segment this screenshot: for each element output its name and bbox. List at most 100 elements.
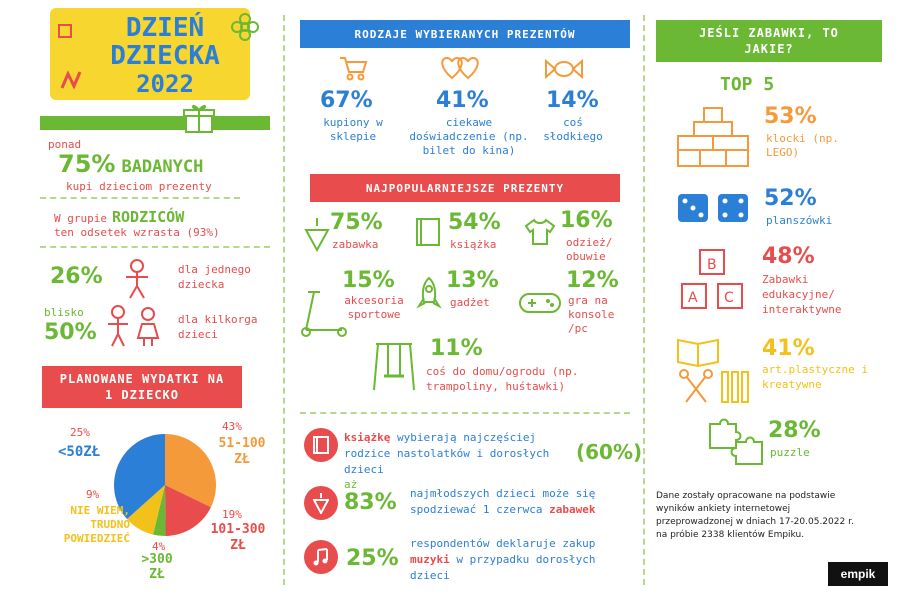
pie-label-s3-pct: 19% bbox=[222, 508, 242, 521]
fact2-highlight: zabawek bbox=[549, 503, 596, 516]
pie-label-s4: >300 ZŁ bbox=[141, 552, 173, 582]
fact3-text: respondentów deklaruje zakup muzyki w pr… bbox=[410, 536, 620, 584]
dash-2 bbox=[40, 246, 270, 248]
stat2-line: W grupie RODZICÓW bbox=[54, 208, 184, 226]
gift6-value: 12% bbox=[566, 268, 619, 293]
pie-slice-unknown bbox=[127, 485, 165, 535]
swing-icon bbox=[372, 340, 416, 392]
toys-banner: JEŚLI ZABAWKI, TO JAKIE? bbox=[656, 20, 882, 62]
title-line-1: DZIEŃ bbox=[125, 13, 205, 43]
gift3-desc: odzież/ obuwie bbox=[566, 236, 613, 263]
stat2-prefix: W grupie bbox=[54, 212, 107, 225]
toy1-desc: klocki (np. LEGO) bbox=[766, 132, 839, 159]
zigzag-decoration bbox=[60, 68, 84, 92]
popular-gifts-banner: NAJPOPULARNIEJSZE PREZENTY bbox=[310, 174, 620, 202]
cart-icon bbox=[338, 54, 368, 82]
title-background bbox=[50, 8, 250, 100]
toy2-desc: planszówki bbox=[766, 214, 833, 227]
dash-3 bbox=[300, 412, 630, 414]
divider-1 bbox=[283, 15, 285, 585]
toy4-value: 41% bbox=[762, 336, 815, 361]
gift6-desc: gra na konsole /pc bbox=[568, 294, 615, 335]
gift2-value: 54% bbox=[448, 210, 501, 235]
abc-blocks-icon: B A C bbox=[676, 248, 750, 312]
pie-label-s3: 101-300 ZŁ bbox=[210, 522, 266, 553]
svg-text:B: B bbox=[707, 257, 717, 273]
fact2-prefix: aż bbox=[344, 478, 358, 491]
fact3-body-1: respondentów deklaruje zakup bbox=[410, 537, 596, 550]
gift3-value: 16% bbox=[560, 208, 613, 233]
fact3-highlight: muzyki bbox=[410, 553, 450, 566]
gift-types-banner: RODZAJE WYBIERANYCH PREZENTÓW bbox=[300, 20, 630, 48]
type3-desc: coś słodkiego bbox=[543, 116, 603, 143]
rocket-icon bbox=[416, 276, 442, 312]
column-3: JEŚLI ZABAWKI, TO JAKIE? TOP 5 53% klock… bbox=[650, 0, 900, 600]
hearts-icon bbox=[438, 54, 482, 82]
gift5-value: 13% bbox=[446, 268, 499, 293]
pie-label-s4-pct: 4% bbox=[152, 540, 166, 553]
pie-slice-51-100 bbox=[165, 434, 216, 508]
toy5-value: 28% bbox=[768, 418, 821, 443]
gift5-desc: gadżet bbox=[450, 296, 490, 309]
stat4-desc: dla kilkorga dzieci bbox=[178, 313, 258, 341]
top-fact-icon bbox=[304, 486, 338, 520]
fact2-value: 83% bbox=[344, 490, 397, 515]
art-supplies-icon bbox=[672, 336, 752, 408]
toy3-desc: Zabawki edukacyjne/ interaktywne bbox=[762, 273, 842, 316]
stat4-prefix: blisko bbox=[44, 306, 84, 319]
type2-desc: ciekawe doświadczenie (np. bilet do kina… bbox=[409, 116, 529, 157]
book-fact-icon bbox=[304, 428, 338, 462]
fact1-text: książkę wybierają najczęściej rodzice na… bbox=[344, 430, 580, 478]
square-decoration bbox=[58, 24, 72, 38]
gift1-value: 75% bbox=[330, 210, 383, 235]
stat1-line: 75% BADANYCH bbox=[58, 150, 203, 178]
pie-label-s2-pct: 43% bbox=[222, 420, 242, 433]
green-bar bbox=[40, 116, 270, 130]
fact1-highlight: książkę bbox=[344, 431, 391, 444]
toy1-value: 53% bbox=[764, 104, 817, 129]
empik-logo: empik bbox=[828, 562, 888, 586]
toy5-desc: puzzle bbox=[770, 446, 810, 459]
pie-label-s5-pct: 9% bbox=[86, 488, 100, 501]
stat2-desc: ten odsetek wzrasta (93%) bbox=[54, 226, 220, 239]
gift-icon bbox=[183, 102, 215, 134]
type3-value: 14% bbox=[546, 88, 599, 113]
gift4-desc: akcesoria sportowe bbox=[344, 294, 404, 321]
fact2-text: najmłodszych dzieci może się spodziewać … bbox=[410, 486, 610, 518]
dice-icon bbox=[676, 192, 752, 224]
puzzle-icon bbox=[706, 414, 766, 468]
title-line-2: DZIECKA bbox=[110, 41, 220, 71]
source-note: Dane zostały opracowane na podstawie wyn… bbox=[656, 491, 854, 540]
pie-slice-under-50 bbox=[114, 434, 165, 519]
type1-value: 67% bbox=[320, 88, 373, 113]
stat1-label: BADANYCH bbox=[121, 157, 204, 177]
fact1-body: wybierają najczęściej rodzice nastolatkó… bbox=[344, 431, 550, 476]
spending-banner: PLANOWANE WYDATKI NA 1 DZIECKO bbox=[42, 366, 242, 408]
candy-icon bbox=[544, 58, 584, 80]
music-icon bbox=[304, 540, 338, 574]
pie-slice-300plus bbox=[153, 485, 166, 537]
pie-chart bbox=[110, 430, 220, 540]
book-icon bbox=[414, 216, 444, 248]
toy3-value: 48% bbox=[762, 244, 815, 269]
fact2-body: najmłodszych dzieci może się spodziewać … bbox=[410, 487, 596, 516]
child-icon bbox=[122, 258, 152, 300]
blocks-icon bbox=[676, 104, 750, 168]
stat1-desc: kupi dzieciom prezenty bbox=[66, 180, 212, 193]
gift4-value: 15% bbox=[342, 268, 395, 293]
flower-icon bbox=[230, 12, 260, 42]
stat3-value: 26% bbox=[50, 264, 103, 289]
children-icon bbox=[104, 304, 164, 348]
dash-1 bbox=[40, 197, 240, 199]
column-2: RODZAJE WYBIERANYCH PREZENTÓW 67% kupion… bbox=[290, 0, 643, 600]
pie-slice-101-300 bbox=[165, 485, 211, 536]
gift7-value: 11% bbox=[430, 336, 483, 361]
stat2-label: RODZICÓW bbox=[111, 208, 185, 226]
title-line-3: 2022 bbox=[136, 70, 194, 98]
divider-2 bbox=[643, 15, 645, 585]
gamepad-icon bbox=[518, 290, 562, 316]
stat1-prefix: ponad bbox=[48, 138, 82, 151]
fact1-value: (60%) bbox=[576, 440, 643, 464]
stat3-desc: dla jednego dziecka bbox=[178, 263, 251, 291]
stat1-value: 75% bbox=[58, 150, 116, 178]
